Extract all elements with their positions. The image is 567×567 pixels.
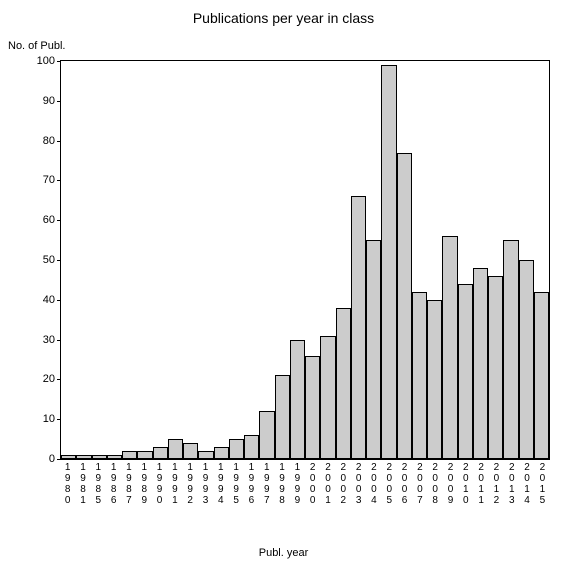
x-tick-label: 2012 <box>489 462 504 506</box>
chart-title: Publications per year in class <box>0 10 567 26</box>
bar <box>381 65 396 459</box>
y-axis-label: No. of Publ. <box>8 40 65 52</box>
bar <box>107 455 122 459</box>
x-tick-label: 1998 <box>274 462 289 506</box>
bar <box>336 308 351 459</box>
bar <box>168 439 183 459</box>
bar <box>519 260 534 459</box>
x-tick-label: 2010 <box>458 462 473 506</box>
x-tick-label: 1995 <box>228 462 243 506</box>
y-tick-mark <box>57 459 61 460</box>
bar <box>244 435 259 459</box>
x-tick-label: 2003 <box>351 462 366 506</box>
x-tick-label: 1997 <box>259 462 274 506</box>
x-tick-label: 2014 <box>519 462 534 506</box>
x-tick-label: 1985 <box>91 462 106 506</box>
bar <box>473 268 488 459</box>
bar <box>275 375 290 459</box>
bar <box>198 451 213 459</box>
x-tick-label: 2000 <box>305 462 320 506</box>
x-tick-label: 1994 <box>213 462 228 506</box>
bar <box>61 455 76 459</box>
x-tick-label: 2005 <box>382 462 397 506</box>
bar <box>92 455 107 459</box>
x-tick-label: 1986 <box>106 462 121 506</box>
bar <box>305 356 320 459</box>
x-tick-label: 1991 <box>167 462 182 506</box>
bar <box>229 439 244 459</box>
x-tick-label: 2006 <box>397 462 412 506</box>
x-tick-label: 2015 <box>535 462 550 506</box>
bar <box>259 411 274 459</box>
bar <box>351 196 366 459</box>
x-tick-label: 1980 <box>60 462 75 506</box>
x-tick-label: 1993 <box>198 462 213 506</box>
x-tick-label: 1989 <box>137 462 152 506</box>
plot-area: 0102030405060708090100 <box>60 60 550 460</box>
bar <box>183 443 198 459</box>
bar <box>76 455 91 459</box>
x-tick-label: 1996 <box>244 462 259 506</box>
x-ticks: 1980198119851986198719891990199119921993… <box>60 462 550 506</box>
bar <box>214 447 229 459</box>
bar <box>442 236 457 459</box>
bar <box>458 284 473 459</box>
x-tick-label: 2009 <box>443 462 458 506</box>
x-tick-label: 1999 <box>290 462 305 506</box>
x-tick-label: 1987 <box>121 462 136 506</box>
x-tick-label: 2011 <box>473 462 488 506</box>
x-tick-label: 1992 <box>183 462 198 506</box>
bar <box>412 292 427 459</box>
x-tick-label: 1990 <box>152 462 167 506</box>
bar <box>153 447 168 459</box>
x-axis-label: Publ. year <box>0 547 567 559</box>
bar <box>503 240 518 459</box>
x-tick-label: 2001 <box>320 462 335 506</box>
x-tick-label: 2008 <box>428 462 443 506</box>
bars-group <box>61 61 549 459</box>
x-tick-label: 2002 <box>336 462 351 506</box>
chart-container: Publications per year in class No. of Pu… <box>0 0 567 567</box>
bar <box>427 300 442 459</box>
bar <box>122 451 137 459</box>
bar <box>290 340 305 459</box>
x-tick-label: 1981 <box>75 462 90 506</box>
x-tick-label: 2013 <box>504 462 519 506</box>
bar <box>137 451 152 459</box>
bar <box>488 276 503 459</box>
x-tick-label: 2004 <box>366 462 381 506</box>
bar <box>320 336 335 459</box>
x-tick-label: 2007 <box>412 462 427 506</box>
bar <box>534 292 549 459</box>
bar <box>366 240 381 459</box>
bar <box>397 153 412 459</box>
